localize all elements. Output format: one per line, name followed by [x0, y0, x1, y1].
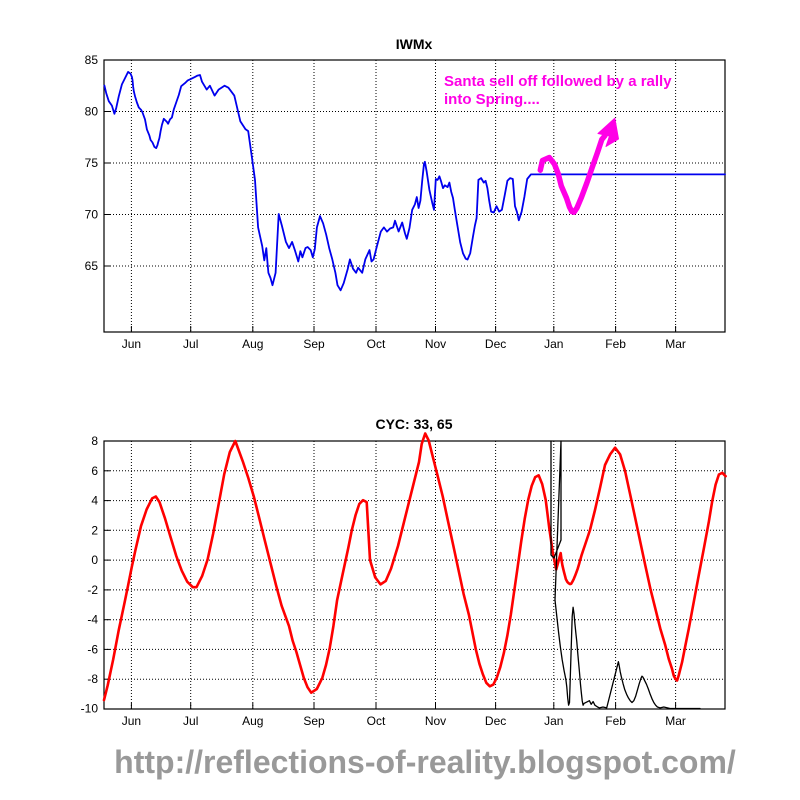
svg-text:Mar: Mar [665, 337, 686, 351]
svg-text:-10: -10 [81, 702, 99, 716]
svg-text:6: 6 [91, 464, 98, 478]
svg-text:Nov: Nov [425, 337, 446, 351]
svg-text:Santa sell off followed by a r: Santa sell off followed by a rally [444, 73, 672, 90]
svg-text:75: 75 [85, 156, 99, 170]
svg-text:8: 8 [91, 434, 98, 448]
svg-text:into Spring....: into Spring.... [444, 91, 540, 108]
svg-text:Aug: Aug [242, 337, 263, 351]
svg-text:Sep: Sep [303, 714, 325, 728]
svg-text:Jan: Jan [544, 337, 563, 351]
svg-text:Jun: Jun [122, 337, 141, 351]
svg-text:-6: -6 [87, 642, 98, 656]
svg-text:70: 70 [85, 208, 99, 222]
svg-text:Jan: Jan [544, 714, 563, 728]
svg-text:Feb: Feb [605, 337, 626, 351]
svg-text:2: 2 [91, 523, 98, 537]
svg-text:Oct: Oct [367, 337, 386, 351]
svg-text:-2: -2 [87, 583, 98, 597]
svg-text:Dec: Dec [485, 337, 506, 351]
svg-text:Dec: Dec [485, 714, 506, 728]
svg-text:Jun: Jun [122, 714, 141, 728]
svg-text:Oct: Oct [367, 714, 386, 728]
svg-text:Jul: Jul [183, 337, 198, 351]
svg-text:65: 65 [85, 259, 99, 273]
svg-text:0: 0 [91, 553, 98, 567]
svg-text:Nov: Nov [425, 714, 446, 728]
svg-text:IWMx: IWMx [396, 36, 433, 52]
svg-text:4: 4 [91, 494, 98, 508]
svg-text:85: 85 [85, 53, 99, 67]
svg-text:-4: -4 [87, 613, 98, 627]
svg-text:Mar: Mar [665, 714, 686, 728]
svg-text:CYC: 33, 65: CYC: 33, 65 [375, 416, 452, 432]
svg-text:Aug: Aug [242, 714, 263, 728]
svg-text:Sep: Sep [303, 337, 325, 351]
svg-text:-8: -8 [87, 672, 98, 686]
svg-text:80: 80 [85, 105, 99, 119]
svg-text:Feb: Feb [605, 714, 626, 728]
svg-text:Jul: Jul [183, 714, 198, 728]
